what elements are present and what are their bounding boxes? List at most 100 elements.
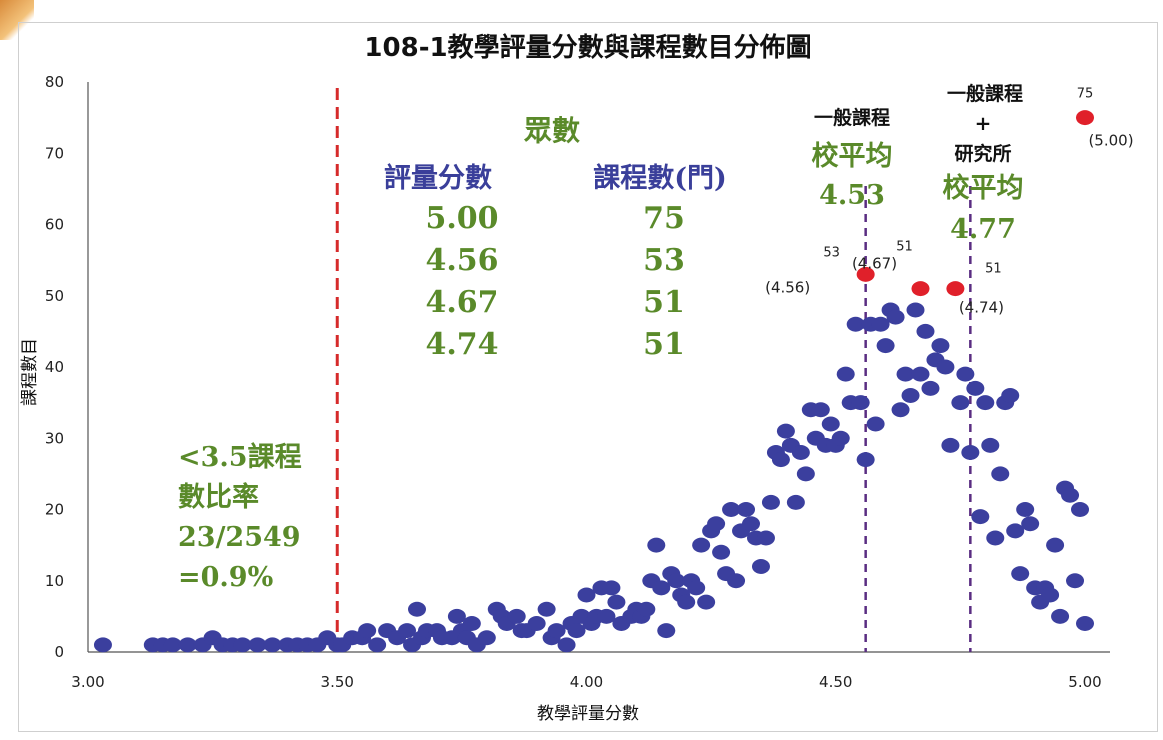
mode-count: 75 [643, 201, 685, 236]
highlight-x-label: (4.67) [852, 255, 897, 273]
data-point [727, 573, 746, 589]
data-point [1016, 502, 1035, 517]
data-point [248, 637, 267, 653]
data-point [1076, 616, 1094, 631]
data-point [607, 594, 626, 610]
mode-table-col2: 課程數(門) [593, 162, 727, 194]
data-point [577, 587, 596, 603]
data-point [1011, 566, 1030, 582]
mode-score: 4.67 [425, 285, 498, 320]
y-tick-label: 60 [45, 216, 64, 234]
data-point [737, 502, 756, 517]
data-point [597, 608, 616, 624]
data-point [687, 580, 706, 596]
x-axis-label: 教學評量分數 [537, 704, 639, 724]
data-point [657, 623, 676, 639]
data-point [557, 637, 576, 653]
data-point [1041, 587, 1060, 603]
data-point [851, 395, 870, 411]
data-point [1021, 516, 1040, 532]
reference-lines [335, 88, 972, 652]
data-points [93, 302, 1094, 653]
data-point [836, 366, 855, 382]
highlight-count-label: 75 [1077, 87, 1094, 102]
chart-title: 108-1教學評量分數與課程數目分佈圖 [364, 32, 811, 63]
data-point [791, 445, 810, 460]
data-point [527, 616, 546, 631]
mean-combined-label: 校平均 [943, 172, 1024, 204]
x-tick-label: 4.00 [570, 673, 603, 691]
data-point [178, 637, 197, 653]
mode-count: 53 [643, 243, 685, 278]
y-tick-group: 0 10 20 30 40 50 60 70 80 [45, 73, 64, 661]
highlight-point [1076, 110, 1094, 126]
mean-combined-value: 4.77 [950, 214, 1016, 245]
mean-general-header: 一般課程 [814, 106, 890, 129]
corner-decoration [0, 0, 34, 40]
data-point [677, 594, 696, 610]
data-point [667, 573, 686, 589]
mode-table-col1: 評量分數 [384, 162, 492, 194]
y-tick-label: 50 [45, 287, 64, 305]
data-point [93, 637, 112, 653]
mean-general-annotation: 一般課程 校平均 4.53 [812, 106, 893, 211]
data-point [537, 601, 556, 617]
data-point [951, 395, 970, 411]
data-point [986, 530, 1005, 546]
y-tick-label: 80 [45, 73, 64, 91]
data-point [707, 516, 726, 532]
data-point [477, 630, 496, 646]
data-point [712, 544, 731, 560]
data-point [761, 494, 780, 510]
data-point [1046, 537, 1065, 553]
mode-table-heading: 眾數 [523, 114, 580, 147]
data-point [921, 380, 940, 396]
data-point [447, 608, 466, 624]
data-point [971, 509, 990, 525]
highlight-point [911, 281, 930, 297]
data-point [786, 494, 805, 510]
y-tick-label: 10 [45, 572, 64, 590]
data-point [846, 316, 865, 332]
data-point [911, 366, 930, 382]
data-point [776, 423, 795, 439]
data-point [408, 601, 427, 617]
y-tick-label: 0 [54, 643, 64, 661]
low-ratio-line: <3.5課程 [178, 441, 302, 473]
mode-score: 5.00 [425, 201, 498, 236]
data-point [722, 502, 741, 517]
highlight-count-label: 51 [985, 262, 1002, 277]
data-point [263, 637, 282, 653]
highlight-count-label: 51 [896, 240, 913, 255]
data-point [1001, 388, 1020, 403]
data-point [981, 437, 1000, 453]
data-point [871, 316, 890, 332]
chart-border [18, 22, 1158, 732]
low-ratio-line: 數比率 [178, 481, 259, 513]
data-point [647, 537, 666, 553]
data-point [896, 366, 915, 382]
data-point [976, 395, 995, 411]
mode-table: 眾數 評量分數 課程數(門) 5.00 75 4.56 53 4.67 51 4… [384, 114, 727, 362]
data-point [637, 601, 656, 617]
x-tick-label: 4.50 [819, 673, 852, 691]
y-tick-label: 70 [45, 144, 64, 162]
data-point [751, 559, 770, 574]
data-point [697, 594, 716, 610]
data-point [1061, 487, 1080, 503]
data-point [936, 359, 955, 375]
highlight-x-label: (5.00) [1088, 132, 1133, 150]
data-point [1006, 523, 1025, 539]
data-point [398, 623, 417, 639]
x-tick-label: 3.00 [71, 673, 104, 691]
y-axis-label: 課程數目 [20, 338, 40, 406]
highlight-x-label: (4.74) [959, 299, 1004, 317]
highlight-points: 53(4.56)51(4.67) 51(4.74)75(5.00) [765, 87, 1133, 317]
data-point [876, 338, 895, 354]
data-point [462, 616, 481, 631]
x-tick-group: 3.00 3.50 4.00 4.50 5.00 [71, 673, 1101, 691]
mean-combined-header2: 研究所 [954, 142, 1011, 165]
data-point [756, 530, 775, 546]
data-point [163, 637, 182, 653]
